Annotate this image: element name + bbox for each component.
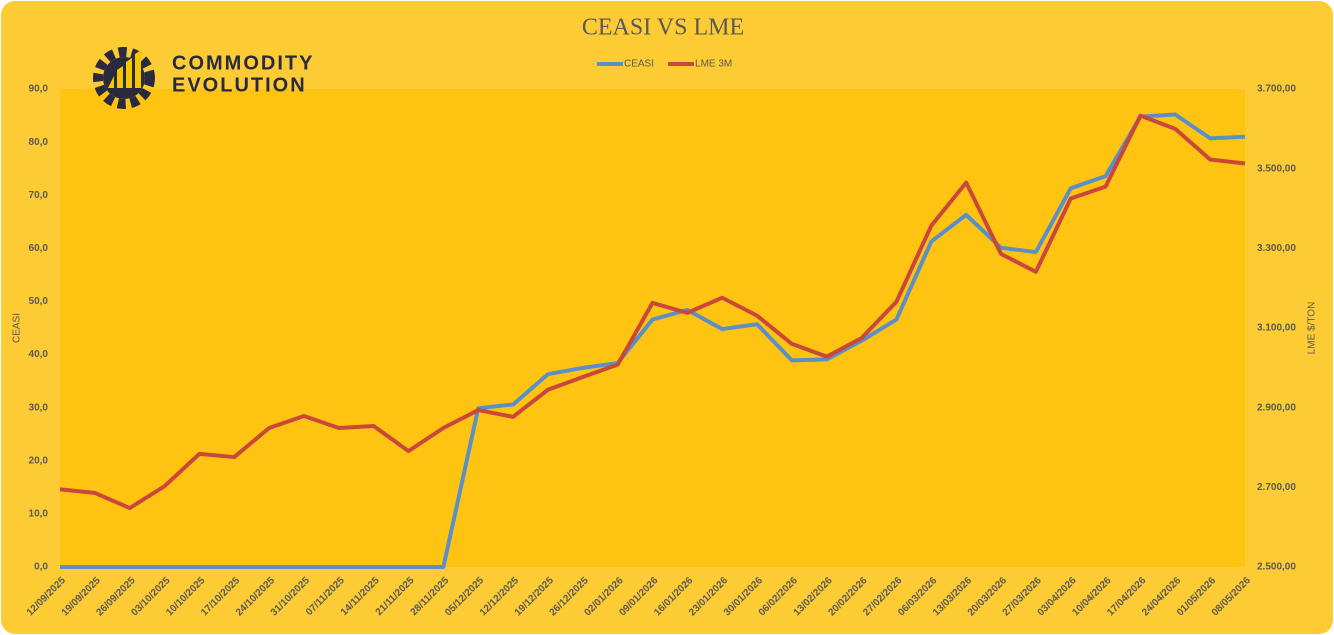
y2-tick-label: 3.500,00 [1257,163,1296,174]
chart-title: CEASI VS LME [582,15,744,41]
y-axis-label: CEASI [12,313,23,343]
legend-label: LME 3M [695,59,732,70]
y-tick-label: 20,0 [29,455,49,466]
y-tick-label: 80,0 [29,137,49,148]
logo-gear-body [103,57,145,99]
y2-axis-label: LME $/TON [1307,302,1318,355]
line-series [59,113,1246,511]
y2-tick-label: 2.500,00 [1257,562,1296,573]
y-tick-label: 0,0 [34,562,48,573]
y2-tick-label: 2.700,00 [1257,482,1296,493]
logo-text: EVOLUTION [172,74,307,96]
y-tick-label: 90,0 [29,84,49,95]
y-tick-label: 10,0 [29,509,49,520]
y-tick-label: 40,0 [29,349,49,360]
y2-tick-label: 3.300,00 [1257,243,1296,254]
line-series [60,112,1246,569]
y2-tick-label: 3.700,00 [1257,84,1296,95]
y2-tick-label: 3.100,00 [1257,323,1296,334]
y2-tick-label: 2.900,00 [1257,402,1296,413]
plot-area [60,89,1245,567]
y-tick-label: 50,0 [29,296,49,307]
y-tick-label: 70,0 [29,190,49,201]
logo-text: COMMODITY [172,52,314,74]
y-tick-label: 30,0 [29,402,49,413]
logo-gear [93,47,155,109]
legend-label: CEASI [624,59,654,70]
logo-bars [108,50,141,88]
y-tick-label: 60,0 [29,243,49,254]
logo: COMMODITY EVOLUTION [93,47,314,109]
